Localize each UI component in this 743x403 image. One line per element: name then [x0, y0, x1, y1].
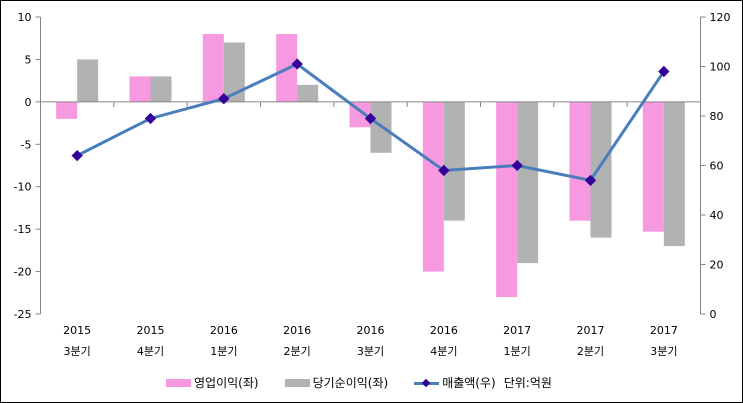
category-label-quarter: 4분기 — [430, 345, 457, 358]
bar-net-income — [150, 76, 172, 102]
line-point-revenue — [71, 149, 83, 162]
category-label-year: 2017 — [650, 324, 678, 337]
category-label-year: 2015 — [137, 324, 165, 337]
left-axis-tick-label: 10 — [18, 11, 32, 24]
bar-operating-profit — [496, 101, 518, 298]
right-axis-tick-label: 20 — [710, 259, 724, 272]
category-label-quarter: 2분기 — [577, 345, 604, 358]
left-axis-tick-label: 0 — [25, 96, 32, 109]
left-axis-tick-label: -5 — [21, 138, 32, 151]
legend-swatch — [284, 378, 310, 387]
bar-operating-profit — [642, 101, 664, 232]
bar-operating-profit — [56, 101, 78, 119]
left-axis-tick-label: -25 — [14, 308, 32, 321]
bar-net-income — [517, 101, 539, 264]
category-label-quarter: 1분기 — [504, 345, 531, 358]
unit-note: 단위:억원 — [503, 376, 552, 390]
line-point-revenue — [584, 174, 597, 187]
bar-net-income — [297, 84, 319, 102]
line-point-revenue — [438, 164, 450, 177]
legend-line-marker — [414, 378, 440, 388]
line-point-revenue — [144, 112, 157, 125]
line-point-revenue — [511, 159, 523, 172]
left-axis-tick-label: -20 — [14, 266, 32, 279]
legend: 영업이익(좌) 당기순이익(좌) 매출액(우) 단위:억원 — [166, 374, 552, 391]
category-label-year: 2016 — [283, 324, 311, 337]
right-axis-tick-label: 0 — [710, 308, 717, 321]
right-axis-tick-label: 100 — [710, 61, 731, 74]
legend-item-net-income: 당기순이익(좌) — [284, 374, 389, 391]
bar-net-income — [223, 42, 245, 102]
category-label-year: 2017 — [503, 324, 531, 337]
right-axis-tick-label: 80 — [710, 110, 724, 123]
bar-net-income — [77, 59, 99, 102]
category-label-quarter: 3분기 — [64, 345, 91, 358]
left-axis-tick-label: 5 — [25, 53, 32, 66]
left-axis-tick-label: -10 — [14, 181, 32, 194]
category-label-quarter: 1분기 — [210, 345, 237, 358]
bar-operating-profit — [569, 101, 591, 221]
legend-label: 매출액(우) — [442, 376, 496, 390]
legend-item-operating-profit: 영업이익(좌) — [166, 374, 259, 391]
bar-net-income — [590, 101, 612, 238]
category-label-quarter: 3분기 — [650, 345, 677, 358]
category-label-year: 2017 — [577, 324, 605, 337]
right-axis-tick-label: 40 — [710, 209, 724, 222]
category-label-year: 2016 — [210, 324, 238, 337]
right-axis-tick-label: 120 — [710, 11, 731, 24]
legend-label: 영업이익(좌) — [194, 376, 259, 390]
category-label-quarter: 4분기 — [137, 345, 164, 358]
legend-swatch — [166, 378, 191, 387]
bar-operating-profit — [422, 101, 444, 272]
bar-net-income — [443, 101, 465, 221]
right-axis-tick-label: 60 — [710, 160, 724, 173]
category-label-quarter: 2분기 — [284, 345, 311, 358]
category-label-quarter: 3분기 — [357, 345, 384, 358]
category-label-year: 2016 — [357, 324, 385, 337]
category-label-year: 2015 — [63, 324, 91, 337]
category-label-year: 2016 — [430, 324, 458, 337]
left-axis-tick-label: -15 — [14, 223, 32, 236]
bar-operating-profit — [202, 33, 224, 102]
legend-item-revenue: 매출액(우) 단위:억원 — [414, 374, 552, 391]
bar-net-income — [663, 101, 685, 247]
legend-label: 당기순이익(좌) — [312, 376, 389, 390]
bar-operating-profit — [129, 76, 151, 102]
